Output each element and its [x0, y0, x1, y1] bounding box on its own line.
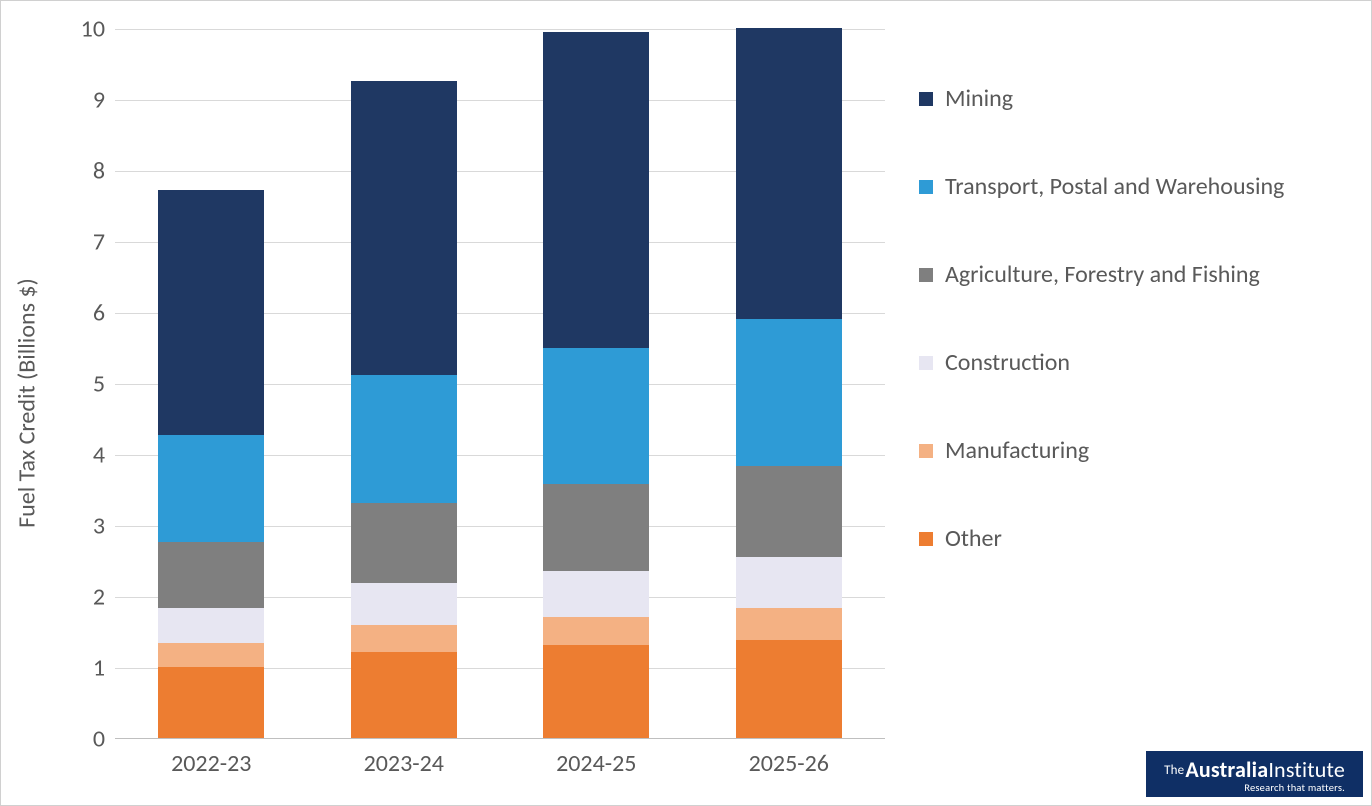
legend-label: Agriculture, Forestry and Fishing [933, 260, 1260, 290]
bar-segment-transport [351, 375, 457, 503]
bar-group [543, 29, 649, 739]
bar-segment-manufacturing [736, 608, 842, 639]
y-tick-label: 2 [93, 583, 115, 612]
bar-group [736, 29, 842, 739]
bar-segment-agriculture [736, 466, 842, 557]
brand-tagline: Research that matters. [1164, 783, 1345, 794]
bar-segment-agriculture [543, 484, 649, 571]
legend-label: Construction [933, 348, 1070, 378]
bar-segment-mining [736, 28, 842, 319]
y-tick-label: 5 [93, 370, 115, 399]
brand-name: TheAustraliaInstitute [1164, 759, 1345, 781]
legend-item-manufacturing: Manufacturing [919, 436, 1299, 466]
legend-item-mining: Mining [919, 84, 1299, 114]
bar-groups [115, 29, 885, 739]
y-tick-label: 9 [93, 86, 115, 115]
legend-swatch [919, 268, 933, 282]
bar-group [158, 29, 264, 739]
brand-inst: Institute [1268, 756, 1345, 783]
chart-container: Fuel Tax Credit (Billions $) 01234567891… [0, 0, 1372, 806]
bar-segment-transport [158, 435, 264, 542]
y-tick-label: 10 [81, 15, 115, 44]
bar-segment-mining [158, 190, 264, 435]
bar-segment-other [543, 645, 649, 739]
y-tick-label: 4 [93, 441, 115, 470]
legend-swatch [919, 92, 933, 106]
bar-segment-other [351, 652, 457, 739]
bar-segment-agriculture [158, 542, 264, 608]
x-tick-label: 2025-26 [749, 739, 829, 778]
y-tick-label: 3 [93, 512, 115, 541]
bar-segment-other [158, 667, 264, 739]
bar-segment-manufacturing [158, 643, 264, 666]
legend-label: Transport, Postal and Warehousing [933, 172, 1284, 202]
bar-segment-manufacturing [543, 617, 649, 645]
legend-swatch [919, 532, 933, 546]
brand-the: The [1164, 763, 1184, 778]
brand-attribution: TheAustraliaInstitute Research that matt… [1146, 751, 1363, 798]
bar-segment-mining [351, 81, 457, 376]
legend: Mining Transport, Postal and Warehousing A… [919, 84, 1299, 612]
legend-label: Mining [933, 84, 1013, 114]
legend-swatch [919, 356, 933, 370]
bar-segment-manufacturing [351, 625, 457, 652]
legend-label: Other [933, 524, 1002, 554]
y-axis-title: Fuel Tax Credit (Billions $) [13, 278, 42, 528]
brand-aus: Australia [1185, 756, 1268, 783]
y-tick-label: 8 [93, 157, 115, 186]
legend-item-construction: Construction [919, 348, 1299, 378]
x-tick-label: 2024-25 [556, 739, 636, 778]
legend-item-other: Other [919, 524, 1299, 554]
bar-segment-construction [543, 571, 649, 617]
legend-label: Manufacturing [933, 436, 1089, 466]
legend-item-transport: Transport, Postal and Warehousing [919, 172, 1299, 202]
legend-swatch [919, 444, 933, 458]
x-tick-label: 2023-24 [364, 739, 444, 778]
bar-segment-agriculture [351, 503, 457, 583]
bar-segment-other [736, 640, 842, 739]
legend-swatch [919, 180, 933, 194]
plot-area: 0123456789102022-232023-242024-252025-26 [115, 29, 885, 739]
bar-segment-transport [543, 348, 649, 484]
bar-group [351, 29, 457, 739]
y-tick-label: 1 [93, 654, 115, 683]
y-tick-label: 0 [93, 725, 115, 754]
x-tick-label: 2022-23 [171, 739, 251, 778]
bar-segment-construction [736, 557, 842, 608]
bar-segment-mining [543, 32, 649, 348]
bar-segment-construction [351, 583, 457, 626]
y-tick-label: 6 [93, 299, 115, 328]
chart-inner: Fuel Tax Credit (Billions $) 01234567891… [9, 9, 1363, 797]
bar-segment-construction [158, 608, 264, 644]
y-tick-label: 7 [93, 228, 115, 257]
bar-segment-transport [736, 319, 842, 467]
legend-item-agriculture: Agriculture, Forestry and Fishing [919, 260, 1299, 290]
